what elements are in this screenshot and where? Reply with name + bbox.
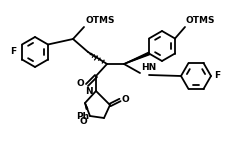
Text: Ph: Ph (76, 112, 90, 121)
Text: F: F (10, 47, 16, 57)
Text: O: O (121, 95, 129, 104)
Text: O: O (79, 117, 87, 126)
Text: N: N (85, 86, 93, 95)
Text: OTMS: OTMS (85, 16, 114, 25)
Text: F: F (214, 71, 220, 81)
Text: HN: HN (141, 63, 156, 72)
Text: OTMS: OTMS (186, 16, 215, 25)
Text: O: O (76, 79, 84, 88)
Polygon shape (124, 52, 149, 64)
Polygon shape (85, 103, 88, 109)
